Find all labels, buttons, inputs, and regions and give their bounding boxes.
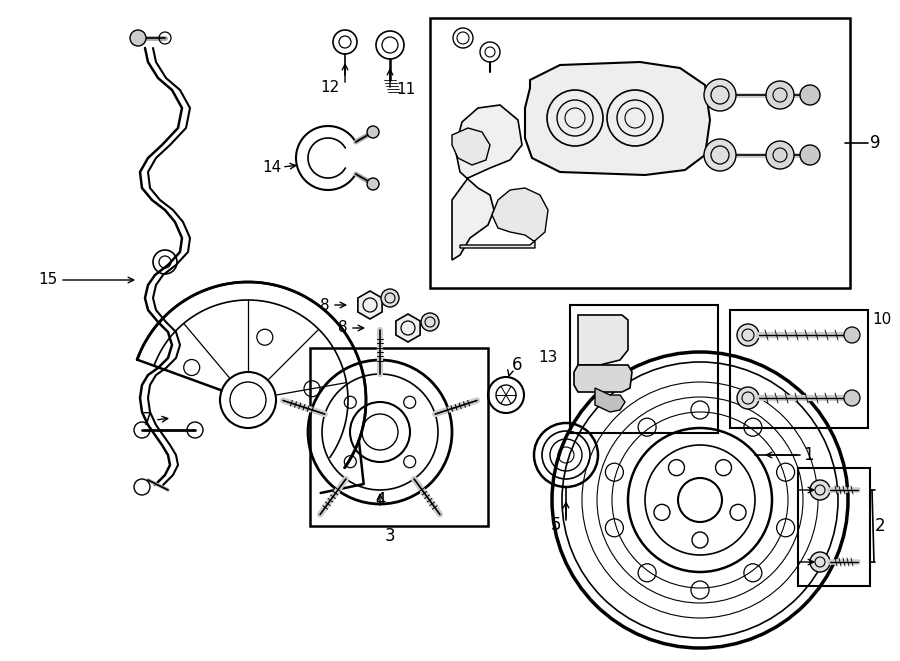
Circle shape (766, 141, 794, 169)
Circle shape (737, 324, 759, 346)
Text: 3: 3 (384, 527, 395, 545)
Circle shape (800, 145, 820, 165)
Text: 13: 13 (538, 350, 558, 366)
Bar (310, 348, 488, 526)
Text: 7: 7 (141, 411, 152, 429)
Circle shape (381, 289, 399, 307)
Bar (730, 310, 868, 428)
Polygon shape (452, 105, 522, 260)
Bar (570, 305, 718, 433)
Circle shape (130, 30, 146, 46)
Circle shape (810, 552, 830, 572)
Polygon shape (595, 388, 625, 412)
Polygon shape (525, 62, 710, 175)
Circle shape (704, 79, 736, 111)
Circle shape (844, 327, 860, 343)
Text: 12: 12 (320, 81, 339, 95)
Text: 11: 11 (396, 83, 415, 98)
Circle shape (844, 390, 860, 406)
Text: 14: 14 (263, 161, 282, 176)
Polygon shape (396, 314, 420, 342)
Polygon shape (358, 291, 382, 319)
Bar (798, 468, 870, 586)
Text: 8: 8 (320, 297, 330, 313)
Text: 9: 9 (870, 134, 880, 152)
Bar (430, 18, 850, 288)
Text: 10: 10 (872, 313, 891, 327)
Polygon shape (460, 188, 548, 248)
Circle shape (704, 139, 736, 171)
Circle shape (810, 480, 830, 500)
Text: 5: 5 (551, 516, 562, 534)
Circle shape (367, 126, 379, 138)
Text: 8: 8 (338, 321, 348, 336)
Circle shape (737, 387, 759, 409)
Polygon shape (452, 128, 490, 165)
Text: 2: 2 (875, 517, 886, 535)
Text: 15: 15 (39, 272, 58, 288)
Text: 6: 6 (512, 356, 523, 374)
Text: 4: 4 (374, 491, 385, 509)
Polygon shape (578, 315, 628, 365)
Circle shape (421, 313, 439, 331)
Circle shape (800, 85, 820, 105)
Circle shape (766, 81, 794, 109)
Polygon shape (574, 365, 632, 392)
Text: 1: 1 (803, 446, 814, 464)
Circle shape (367, 178, 379, 190)
